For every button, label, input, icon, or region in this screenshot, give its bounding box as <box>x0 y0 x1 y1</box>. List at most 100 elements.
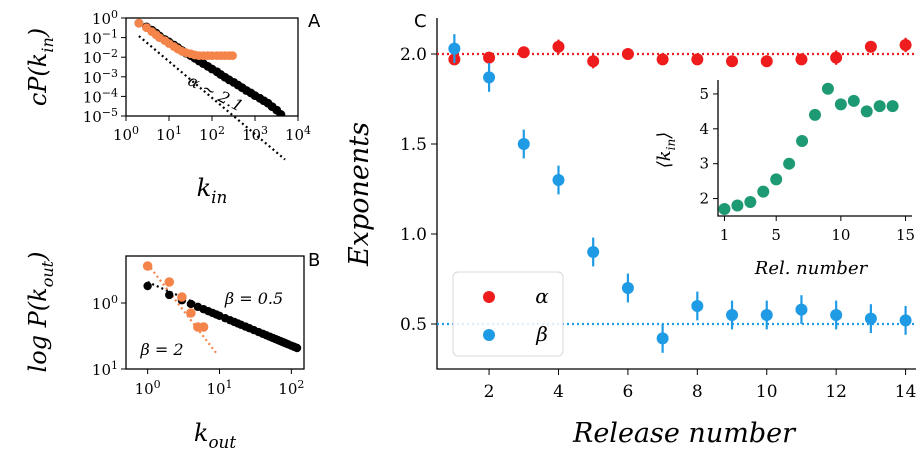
inset-x-tick-label: 5 <box>771 226 781 244</box>
panel-c-x-tick-label: 2 <box>484 382 495 402</box>
panel-b: 100 101 102 100 101 β = 0.5 β = 2 kout log P(kou… <box>24 252 305 451</box>
panel-c-point-alpha <box>726 55 739 68</box>
panel-b-point-orange <box>198 322 209 332</box>
panel-c-x-tick-label: 4 <box>553 382 564 402</box>
panel-c-point-alpha <box>864 40 877 53</box>
panel-c-point-beta <box>795 303 808 316</box>
panel-a-x-tick-label: 102 <box>199 124 225 144</box>
inset-y-tick-label: 5 <box>699 85 709 103</box>
panel-c-point-beta <box>483 71 496 84</box>
panel-c-point-beta <box>517 138 530 150</box>
panel-a-x-tick-label: 104 <box>285 124 311 144</box>
panel-c-point-beta <box>656 332 669 345</box>
panel-c-point-alpha <box>899 39 912 51</box>
panel-c-point-beta <box>587 246 600 258</box>
panel-c-point-alpha <box>830 51 843 64</box>
panel-b-fit-line-orange <box>146 263 218 354</box>
inset-point <box>718 203 731 216</box>
panel-c-point-alpha <box>795 53 808 66</box>
panel-c-x-tick-label: 8 <box>692 382 703 402</box>
panel-a-point-black <box>284 115 286 116</box>
inset-ylabel: ⟨kin⟩ <box>654 132 678 169</box>
panel-a-x-tick-label: 101 <box>156 124 182 144</box>
panel-c-legend-box <box>452 271 564 357</box>
panel-c-x-tick-label: 12 <box>825 382 847 402</box>
panel-a-y-tick-label: 10−2 <box>83 47 118 67</box>
panel-a-y-tick-label: 10−5 <box>83 106 118 126</box>
panel-c-point-alpha <box>691 53 704 66</box>
panel-c-y-tick-label: 1.5 <box>400 135 427 155</box>
panel-c-point-beta <box>448 42 461 55</box>
panel-c-point-beta <box>691 300 704 312</box>
panel-c-point-beta <box>760 309 773 321</box>
inset-x-tick-label: 1 <box>720 226 730 244</box>
panel-b-annotation-2: β = 2 <box>139 340 183 359</box>
panel-c-point-alpha <box>552 40 565 53</box>
panel-a-xlabel: kin <box>197 174 228 207</box>
panel-c-axes <box>436 18 916 370</box>
panel-c-point-alpha <box>621 48 634 60</box>
panel-b-point-black <box>165 290 174 300</box>
panel-b-x-tick-label: 102 <box>278 378 304 398</box>
inset-axes <box>717 80 912 217</box>
inset-y-tick-label: 3 <box>699 155 709 173</box>
panel-a-point-orange <box>134 18 144 28</box>
panel-c-legend-label: α <box>535 284 549 308</box>
panel-label-b: B <box>308 250 320 271</box>
inset-y-tick-label: 4 <box>699 120 709 138</box>
inset-point <box>886 100 899 113</box>
inset-point <box>731 199 744 212</box>
panel-c-x-tick-label: 10 <box>756 382 778 402</box>
inset-point <box>821 82 834 95</box>
panel-b-point-black <box>186 299 196 309</box>
inset-point <box>744 196 757 209</box>
panel-b-y-tick-label: 100 <box>92 293 118 313</box>
panel-label-a: A <box>308 11 321 32</box>
panel-a-fit-line <box>138 35 286 161</box>
panel-c-point-alpha <box>587 55 600 68</box>
inset-point <box>834 98 847 111</box>
panel-c-point-alpha <box>656 53 669 66</box>
panel-label-c: C <box>414 11 427 32</box>
panel-c-point-beta <box>899 314 912 327</box>
panel-b-annotation-1: β = 0.5 <box>224 289 283 308</box>
panel-a-x-tick-label: 103 <box>242 124 268 144</box>
panel-c-x-tick-label: 6 <box>622 382 633 402</box>
panel-c-point-beta <box>621 282 634 294</box>
panel-c-y-tick-label: 1.0 <box>400 225 427 245</box>
panel-c-xlabel: Release number <box>572 418 797 449</box>
panel-b-axes <box>125 255 305 370</box>
panel-b-y-tick-label: 101 <box>92 359 118 379</box>
panel-a-ylabel: cP(kin) <box>24 28 57 106</box>
panel-a-point-black <box>288 115 291 116</box>
inset-xlabel: Rel. number <box>754 258 869 279</box>
panel-b-point-orange <box>142 261 153 271</box>
inset-point <box>809 108 821 121</box>
panel-c-point-alpha <box>483 51 496 64</box>
panel-c-point-beta <box>552 174 565 186</box>
panel-b-ylabel: log P(kout) <box>24 252 57 373</box>
panel-c-y-tick-label: 0.5 <box>400 315 427 335</box>
inset-x-tick-label: 10 <box>831 226 850 244</box>
panel-b-x-tick-label: 100 <box>135 378 161 398</box>
inset-point <box>757 185 770 198</box>
inset-point <box>847 94 860 107</box>
inset-y-tick-label: 2 <box>699 190 709 208</box>
panel-a-y-tick-label: 10−1 <box>83 28 118 48</box>
inset-x-tick-label: 15 <box>896 226 915 244</box>
panel-c-point-beta <box>830 309 843 321</box>
panel-c-x-tick-label: 14 <box>895 382 917 402</box>
panel-c-point-beta <box>864 312 877 325</box>
panel-a-annotation: α ∼ 2.1 <box>185 71 247 116</box>
panel-a-point-black <box>276 110 286 116</box>
panel-b-point-black <box>292 343 302 353</box>
inset-point <box>860 105 873 118</box>
panel-b-point-orange <box>164 277 175 287</box>
panel-b-x-tick-label: 101 <box>206 378 232 398</box>
panel-c-legend-label: β <box>535 322 548 346</box>
panel-a-y-tick-label: 100 <box>92 8 118 28</box>
